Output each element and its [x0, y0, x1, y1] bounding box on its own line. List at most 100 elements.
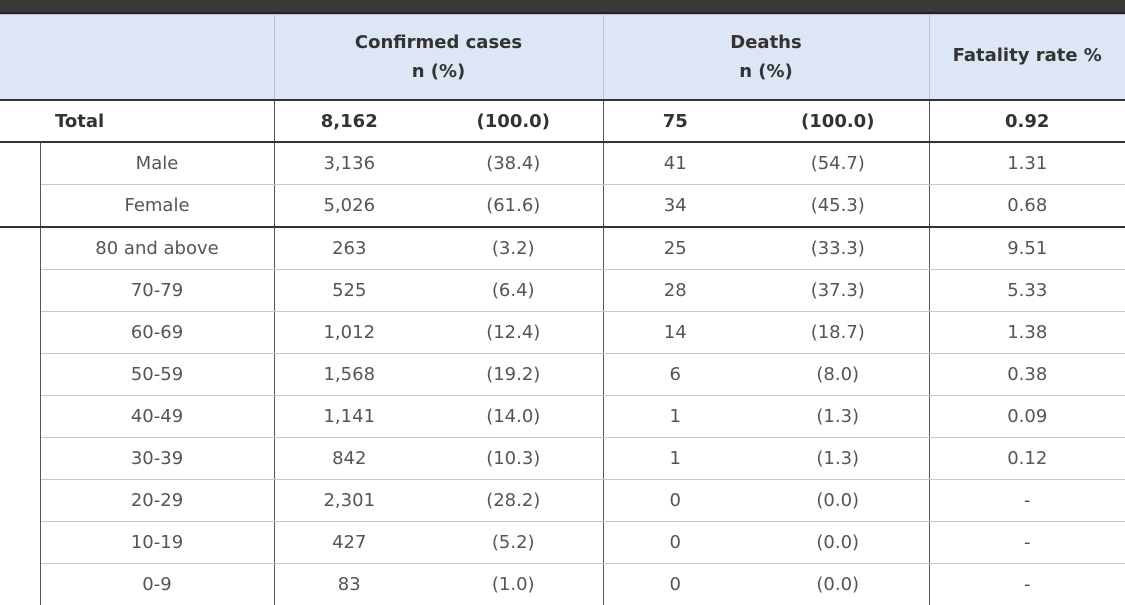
confirmed-pct-cell: (19.2)	[424, 353, 603, 396]
fatality-cell: 0.09	[928, 395, 1125, 438]
age-row: 10-19 427 (5.2) 0 (0.0) -	[0, 521, 1125, 564]
deaths-pct-cell: (45.3)	[747, 184, 929, 228]
age-row: 50-59 1,568 (19.2) 6 (8.0) 0.38	[0, 353, 1125, 396]
total-confirmed-n: 8,162	[273, 99, 424, 143]
deaths-pct-cell: (8.0)	[747, 353, 929, 396]
deaths-pct-cell: (0.0)	[747, 479, 929, 522]
confirmed-cases-header: Confirmed cases	[273, 14, 604, 57]
total-deaths-pct: (100.0)	[747, 99, 929, 143]
age-label: 0-9	[142, 574, 172, 595]
age-group-indent	[0, 521, 41, 564]
deaths-pct-cell: (18.7)	[747, 311, 929, 354]
age-row: 80 and above 263 (3.2) 25 (33.3) 9.51	[0, 226, 1125, 270]
age-label: 80 and above	[40, 226, 274, 270]
age-row: 0-9 83 (1.0) 0 (0.0) -	[0, 563, 1125, 605]
age-group-indent	[0, 563, 41, 605]
confirmed-pct-cell: (28.2)	[424, 479, 603, 522]
fatality-cell: 9.51	[928, 226, 1125, 270]
age-group-indent	[0, 395, 41, 438]
age-row: 30-39 842 (10.3) 1 (1.3) 0.12	[0, 437, 1125, 480]
age-row: 60-69 1,012 (12.4) 14 (18.7) 1.38	[0, 311, 1125, 354]
table-body: Total 8,162 (100.0) 75 (100.0) 0.92 Male…	[0, 99, 1125, 605]
deaths-pct-cell: (37.3)	[747, 269, 929, 312]
deaths-pct-cell: (1.3)	[747, 395, 929, 438]
fatality-cell: -	[928, 563, 1125, 605]
confirmed-pct-cell: (1.0)	[491, 574, 535, 595]
age-group-indent	[0, 353, 41, 396]
age-label: 50-59	[40, 353, 274, 396]
sex-label: Female	[40, 184, 274, 228]
age-group-indent	[0, 479, 41, 522]
confirmed-n-cell: 1,568	[273, 353, 424, 396]
total-confirmed-pct: (100.0)	[424, 99, 603, 143]
fatality-rate-header: Fatality rate %	[928, 14, 1125, 100]
deaths-subheader: n (%)	[602, 57, 930, 100]
age-group-indent	[0, 226, 41, 270]
confirmed-n-cell: 263	[273, 226, 424, 270]
age-group-indent	[0, 311, 41, 354]
confirmed-n-cell: 842	[273, 437, 424, 480]
confirmed-n-cell: 2,301	[273, 479, 424, 522]
age-label: 20-29	[40, 479, 274, 522]
header-blank-cell	[0, 14, 275, 100]
fatality-cell: 0.38	[928, 353, 1125, 396]
confirmed-n-cell: 525	[273, 269, 424, 312]
age-label: 70-79	[40, 269, 274, 312]
sex-row: Female 5,026 (61.6) 34 (45.3) 0.68	[0, 184, 1125, 228]
covid-statistics-table: Confirmed cases Deaths Fatality rate % n…	[0, 14, 1125, 605]
confirmed-pct-cell: (5.2)	[424, 521, 603, 564]
confirmed-pct-cell: (14.0)	[424, 395, 603, 438]
age-row: 20-29 2,301 (28.2) 0 (0.0) -	[0, 479, 1125, 522]
fatality-cell: 0.12	[928, 437, 1125, 480]
deaths-n-cell: 0	[602, 479, 747, 522]
deaths-n-cell: 0	[602, 521, 747, 564]
age-label: 40-49	[40, 395, 274, 438]
confirmed-pct-cell: (12.4)	[424, 311, 603, 354]
deaths-n-cell: 25	[602, 226, 747, 270]
deaths-pct-cell: (0.0)	[816, 574, 860, 595]
confirmed-pct-cell: (3.2)	[424, 226, 603, 270]
deaths-n-cell: 28	[602, 269, 747, 312]
age-label: 30-39	[40, 437, 274, 480]
age-group-indent	[0, 269, 41, 312]
confirmed-n-cell: 427	[273, 521, 424, 564]
total-label: Total	[0, 99, 274, 143]
deaths-pct-cell: (1.3)	[747, 437, 929, 480]
deaths-pct-cell: (0.0)	[747, 521, 929, 564]
deaths-pct-cell: (54.7)	[747, 141, 929, 185]
fatality-cell: 1.31	[928, 141, 1125, 185]
deaths-n-cell: 1	[602, 437, 747, 480]
deaths-n-cell: 41	[602, 141, 747, 185]
age-row: 70-79 525 (6.4) 28 (37.3) 5.33	[0, 269, 1125, 312]
confirmed-pct-cell: (6.4)	[424, 269, 603, 312]
deaths-n-cell: 34	[602, 184, 747, 228]
confirmed-n-cell: 3,136	[273, 141, 424, 185]
fatality-cell: 0.68	[928, 184, 1125, 228]
total-row: Total 8,162 (100.0) 75 (100.0) 0.92	[0, 99, 1125, 143]
fatality-cell: 1.38	[928, 311, 1125, 354]
fatality-cell: -	[928, 521, 1125, 564]
confirmed-subheader: n (%)	[273, 57, 604, 100]
deaths-pct-cell: (33.3)	[747, 226, 929, 270]
confirmed-pct-cell: (10.3)	[424, 437, 603, 480]
total-fatality: 0.92	[928, 99, 1125, 143]
age-label: 10-19	[40, 521, 274, 564]
deaths-n-cell: 1	[602, 395, 747, 438]
age-group-indent	[0, 437, 41, 480]
sex-row: Male 3,136 (38.4) 41 (54.7) 1.31	[0, 141, 1125, 185]
sex-group-indent	[0, 184, 41, 227]
deaths-header: Deaths	[602, 14, 930, 57]
deaths-n-cell: 14	[602, 311, 747, 354]
age-row: 40-49 1,141 (14.0) 1 (1.3) 0.09	[0, 395, 1125, 438]
total-deaths-n: 75	[602, 99, 747, 143]
confirmed-pct-cell: (38.4)	[424, 141, 603, 185]
confirmed-n-cell: 5,026	[273, 184, 424, 228]
fatality-cell: 5.33	[928, 269, 1125, 312]
sex-group-indent	[0, 141, 41, 185]
fatality-cell: -	[928, 479, 1125, 522]
deaths-n-cell: 6	[602, 353, 747, 396]
age-label: 60-69	[40, 311, 274, 354]
deaths-n-cell: 0	[602, 563, 747, 605]
confirmed-n-cell: 1,012	[273, 311, 424, 354]
confirmed-n-cell: 83	[273, 563, 424, 605]
